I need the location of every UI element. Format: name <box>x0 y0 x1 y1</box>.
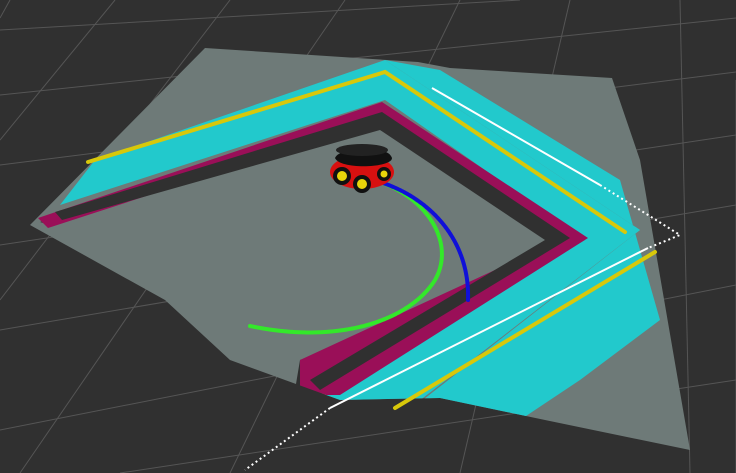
inner-cost-band-light <box>55 112 570 390</box>
robot-icon[interactable] <box>330 144 394 193</box>
local-plan-path <box>378 180 471 302</box>
global-plan-path <box>248 180 444 335</box>
inflation-zone-outer <box>385 60 660 420</box>
laser-scan <box>244 87 683 471</box>
wheel-icon <box>333 167 391 193</box>
obstacle-lines <box>86 69 657 410</box>
